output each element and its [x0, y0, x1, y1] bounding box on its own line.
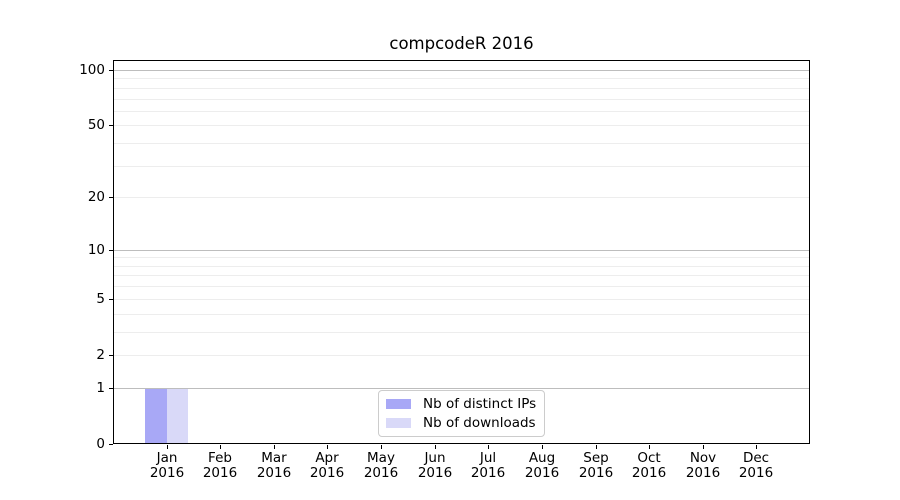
- legend: Nb of distinct IPs Nb of downloads: [378, 390, 545, 437]
- y-tick: [109, 444, 113, 445]
- legend-label-downloads: Nb of downloads: [423, 415, 536, 431]
- y-tick-label: 100: [79, 62, 105, 78]
- legend-item-distinct-ips: Nb of distinct IPs: [386, 396, 537, 412]
- legend-label-distinct-ips: Nb of distinct IPs: [423, 396, 537, 412]
- chart-title: compcodeR 2016: [389, 34, 534, 53]
- x-tick: [167, 445, 168, 449]
- y-tick-label: 5: [96, 291, 105, 307]
- x-tick-label: Jan 2016: [149, 450, 185, 481]
- x-tick-label: Apr 2016: [309, 450, 345, 481]
- x-tick-label: Aug 2016: [524, 450, 560, 481]
- plot-area: [113, 60, 810, 444]
- x-tick: [596, 445, 597, 449]
- y-tick-label: 1: [96, 380, 105, 396]
- x-tick-label: Mar 2016: [256, 450, 292, 481]
- y-tick-label: 0: [96, 436, 105, 452]
- x-tick: [542, 445, 543, 449]
- x-tick-label: Feb 2016: [202, 450, 238, 481]
- x-tick-label: Oct 2016: [631, 450, 667, 481]
- y-tick-label: 2: [96, 347, 105, 363]
- x-tick-label: May 2016: [363, 450, 399, 481]
- x-tick-label: Jun 2016: [417, 450, 453, 481]
- y-tick-label: 20: [87, 189, 105, 205]
- y-tick-label: 50: [87, 117, 105, 133]
- x-tick: [220, 445, 221, 449]
- x-tick: [488, 445, 489, 449]
- legend-item-downloads: Nb of downloads: [386, 415, 537, 431]
- legend-swatch-distinct-ips-icon: [386, 399, 411, 409]
- x-tick: [381, 445, 382, 449]
- x-tick: [327, 445, 328, 449]
- x-tick: [435, 445, 436, 449]
- legend-swatch-downloads-icon: [386, 418, 411, 428]
- x-tick-label: Sep 2016: [578, 450, 614, 481]
- x-tick: [649, 445, 650, 449]
- x-tick: [274, 445, 275, 449]
- x-tick: [756, 445, 757, 449]
- x-tick-label: Nov 2016: [685, 450, 721, 481]
- x-tick-label: Jul 2016: [470, 450, 506, 481]
- y-tick-label: 10: [87, 242, 105, 258]
- x-tick: [703, 445, 704, 449]
- x-tick-label: Dec 2016: [738, 450, 774, 481]
